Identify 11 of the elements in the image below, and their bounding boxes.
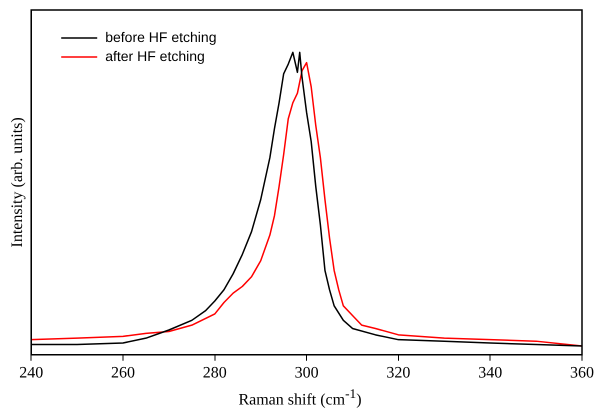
- legend-label: after HF etching: [105, 48, 205, 64]
- x-tick-label: 320: [386, 364, 410, 382]
- x-tick-label: 280: [202, 364, 227, 382]
- x-tick-label: 300: [294, 364, 319, 382]
- legend-label: before HF etching: [105, 28, 216, 45]
- x-tick-label: 340: [478, 364, 502, 382]
- y-axis-title: Intensity (arb. units): [8, 117, 26, 248]
- x-axis-title: Raman shift (cm$^{-1}$): [237, 386, 363, 410]
- x-tick-label: 360: [570, 364, 594, 382]
- x-tick-label: 260: [111, 364, 135, 382]
- x-tick-label: 240: [19, 364, 44, 382]
